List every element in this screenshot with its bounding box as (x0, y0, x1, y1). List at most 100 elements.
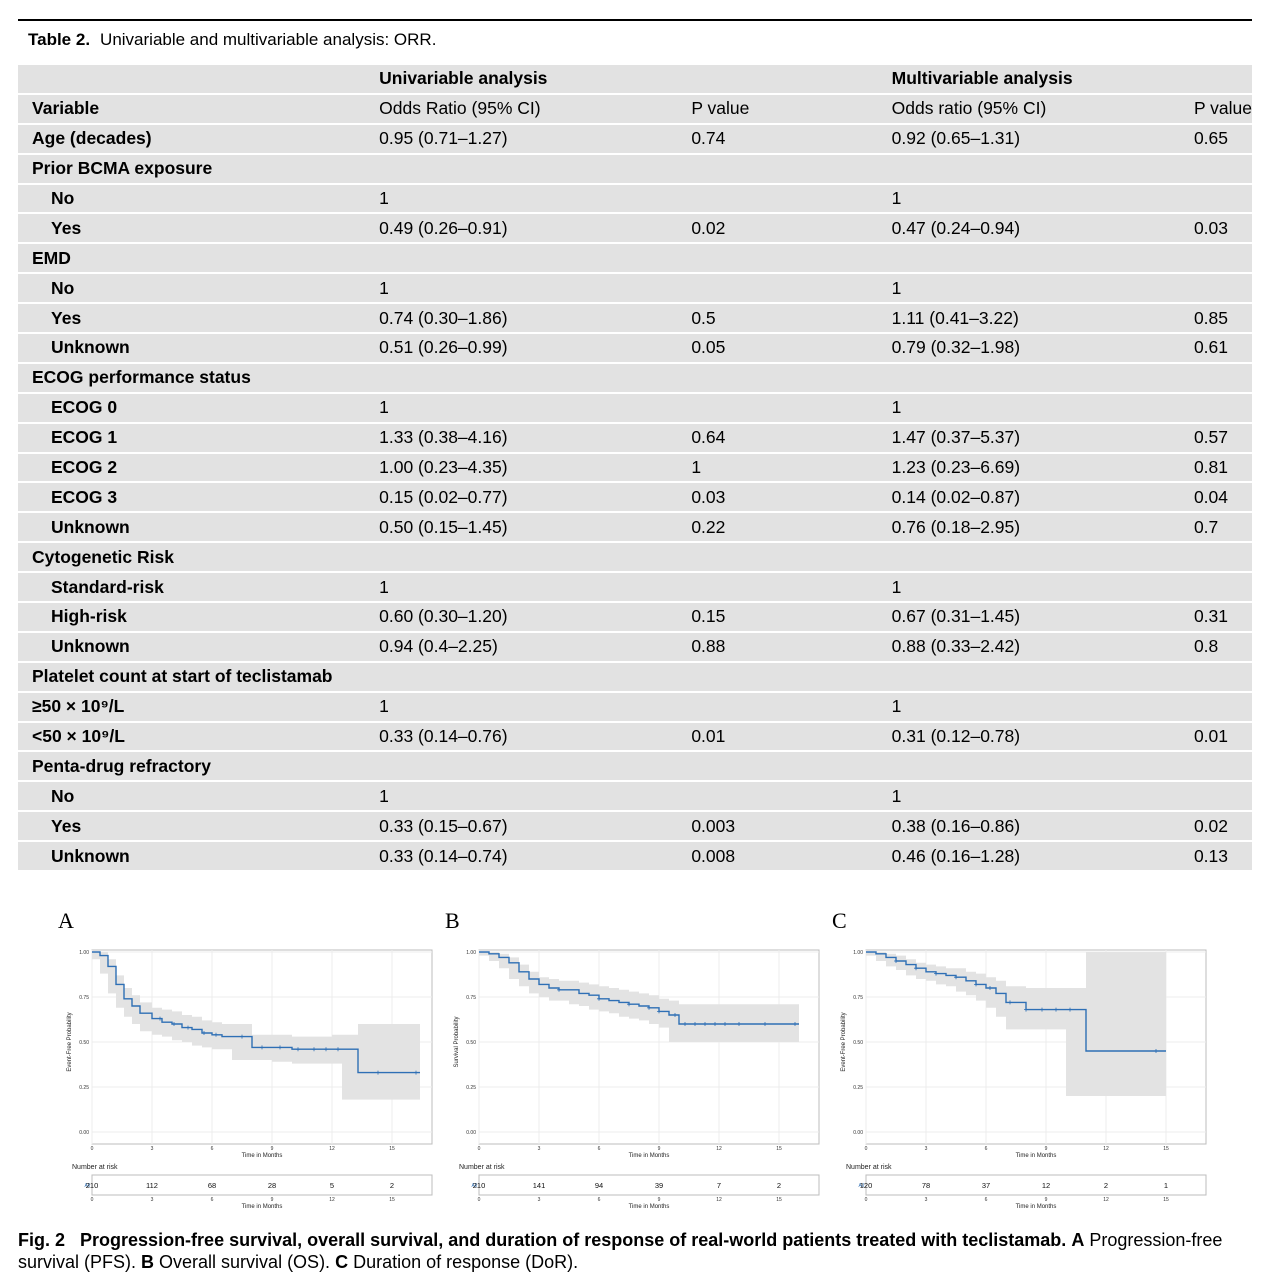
multi-p-cell: 0.02 (1193, 812, 1252, 841)
table-row: Unknown 0.50 (0.15–1.45) 0.22 0.76 (0.18–2.… (18, 513, 1252, 542)
variable-cell: Standard-risk (18, 573, 380, 602)
table-row: No 1 1 (18, 274, 1252, 303)
risk-table-title: Number at risk (846, 1164, 892, 1171)
censor-mark (763, 1022, 767, 1026)
uni-p-cell (691, 184, 892, 213)
x-tick-label: 6 (211, 1146, 214, 1152)
y-tick-label: 0.50 (466, 1040, 476, 1046)
uni-or-cell: 0.49 (0.26–0.91) (379, 214, 692, 243)
censor-mark (627, 1002, 631, 1007)
risk-x-tick-label: 3 (925, 1197, 928, 1203)
multi-or-cell: 1 (891, 393, 1194, 422)
censor-mark (1054, 1007, 1058, 1012)
table-row: ECOG 1 1.33 (0.38–4.16) 0.64 1.47 (0.37–5.3… (18, 423, 1252, 452)
table-title: Univariable and multivariable analysis: … (100, 30, 437, 49)
variable-cell: ECOG 1 (18, 423, 380, 452)
censor-mark (737, 1022, 741, 1026)
uni-p-cell: 0.74 (691, 124, 892, 153)
x-tick-label: 15 (1163, 1146, 1169, 1152)
uni-p-cell (691, 393, 892, 422)
variable-cell: Yes (18, 812, 380, 841)
variable-cell: ECOG 3 (18, 483, 380, 512)
at-risk-count: 2 (390, 1181, 394, 1190)
figure-label: Fig. 2 (18, 1230, 66, 1250)
uni-p-cell (691, 692, 892, 721)
table-row: Unknown 0.51 (0.26–0.99) 0.05 0.79 (0.32–1.… (18, 334, 1252, 362)
uni-p-cell: 0.05 (691, 334, 892, 362)
y-axis-label: Event-Free Probability (67, 1012, 73, 1071)
at-risk-count: 28 (268, 1181, 276, 1190)
x-axis-label: Time in Months (1016, 1153, 1057, 1159)
x-tick-label: 3 (925, 1146, 928, 1152)
x-tick-label: 0 (865, 1146, 868, 1152)
table-row: Yes 0.33 (0.15–0.67) 0.003 0.38 (0.16–0.86)… (18, 812, 1252, 841)
uni-p-cell: 0.88 (691, 632, 892, 661)
risk-x-tick-label: 12 (716, 1197, 722, 1203)
x-tick-label: 15 (389, 1146, 395, 1152)
multi-p-cell: 0.65 (1193, 124, 1252, 153)
at-risk-count: 112 (146, 1181, 158, 1190)
uni-p-cell: 0.03 (691, 483, 892, 512)
variable-cell: No (18, 274, 380, 303)
uni-or-cell: 1 (379, 393, 692, 422)
y-tick-label: 0.25 (853, 1085, 863, 1091)
censor-mark (793, 1022, 797, 1026)
censor-mark (693, 1022, 697, 1026)
figure-title: Progression-free survival, overall survi… (80, 1230, 1067, 1250)
at-risk-count: 1 (1164, 1181, 1168, 1190)
confidence-band (92, 952, 420, 1100)
y-tick-label: 0.25 (466, 1085, 476, 1091)
censor-mark (1154, 1049, 1158, 1053)
table-row: Unknown 0.94 (0.4–2.25) 0.88 0.88 (0.33–2.4… (18, 632, 1252, 661)
multi-or-cell: 0.47 (0.24–0.94) (891, 214, 1194, 243)
multi-or-header: Odds ratio (95% CI) (891, 94, 1194, 123)
risk-x-tick-label: 6 (211, 1197, 214, 1203)
at-risk-count: 2 (1104, 1181, 1108, 1190)
multi-or-cell: 1 (891, 184, 1194, 213)
multi-p-cell (1193, 393, 1252, 422)
at-risk-count: 2 (777, 1181, 781, 1190)
multi-p-cell: 0.8 (1193, 632, 1252, 661)
x-tick-label: 9 (271, 1146, 274, 1152)
at-risk-count: 68 (208, 1181, 216, 1190)
variable-cell: Unknown (18, 632, 380, 661)
column-header-row: Variable Odds Ratio (95% CI) P value Odd… (18, 94, 1252, 123)
at-risk-count: 39 (655, 1181, 663, 1190)
variable-cell: <50 × 10⁹/L (18, 722, 380, 751)
univariable-header: Univariable analysis (379, 65, 892, 93)
risk-table-frame (91, 1174, 433, 1196)
y-tick-label: 0.00 (853, 1130, 863, 1136)
censor-mark (597, 996, 601, 1001)
censor-mark (954, 975, 958, 980)
x-tick-label: 6 (985, 1146, 988, 1152)
risk-x-tick-label: 9 (658, 1197, 661, 1203)
multi-or-cell: 0.46 (0.16–1.28) (891, 842, 1194, 871)
risk-x-tick-label: 0 (865, 1197, 868, 1203)
table-label: Table 2. (28, 30, 91, 49)
risk-x-tick-label: 6 (985, 1197, 988, 1203)
variable-cell: ≥50 × 10⁹/L (18, 692, 380, 721)
multi-or-cell: 1 (891, 573, 1194, 602)
y-tick-label: 0.00 (466, 1130, 476, 1136)
risk-x-tick-label: 15 (1163, 1197, 1169, 1203)
uni-p-cell (691, 782, 892, 811)
multi-p-cell: 0.7 (1193, 513, 1252, 542)
x-tick-label: 12 (329, 1146, 335, 1152)
at-risk-count: 5 (330, 1181, 334, 1190)
survival-curve (92, 951, 420, 1074)
y-tick-label: 1.00 (79, 950, 89, 956)
censor-mark (214, 1032, 218, 1037)
censor-mark (414, 1070, 418, 1075)
uni-or-cell: 0.74 (0.30–1.86) (379, 304, 692, 333)
censor-mark (683, 1022, 687, 1026)
variable-cell: ECOG 2 (18, 453, 380, 482)
risk-x-axis-label: Time in Months (629, 1204, 670, 1210)
figure-caption: Fig. 2 Progression-free survival, overal… (18, 1229, 1258, 1273)
risk-x-tick-label: 15 (389, 1197, 395, 1203)
table-row: ECOG 2 1.00 (0.23–4.35) 1 1.23 (0.23–6.69) 0… (18, 453, 1252, 482)
censor-mark (296, 1047, 300, 1052)
table-row: <50 × 10⁹/L 0.33 (0.14–0.76) 0.01 0.31 (0.1… (18, 722, 1252, 751)
multi-p-cell (1193, 274, 1252, 303)
variable-cell: Penta-drug refractory (18, 752, 380, 781)
